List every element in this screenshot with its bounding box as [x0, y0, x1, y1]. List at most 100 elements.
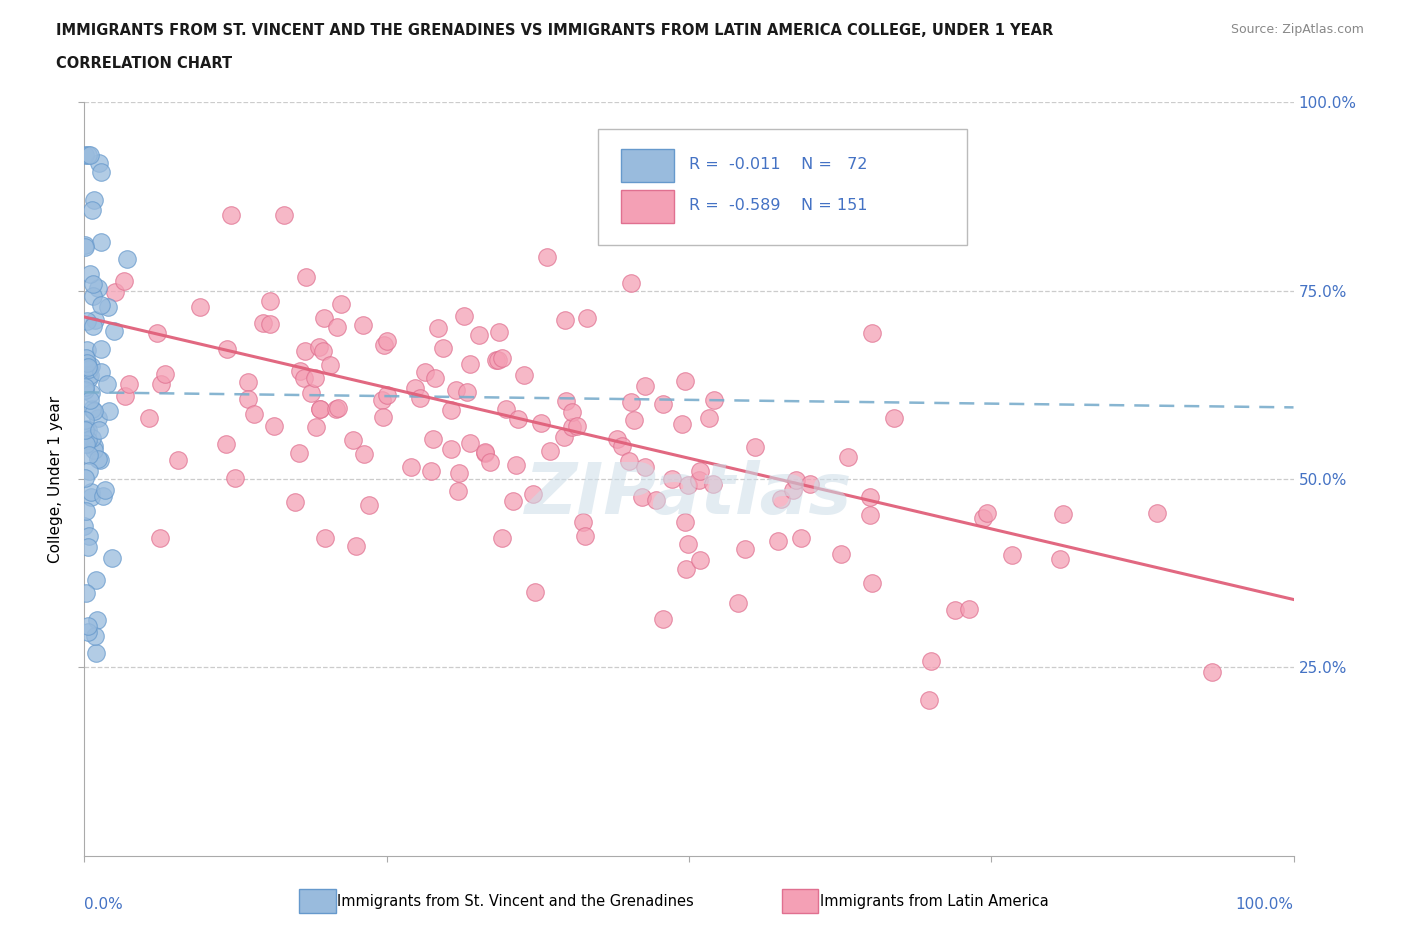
Point — [883, 411, 905, 426]
Point — [623, 413, 645, 428]
Point — [1052, 506, 1074, 521]
Point — [75, 148, 97, 163]
Point — [82, 318, 104, 333]
Point — [77, 528, 100, 543]
Point — [371, 409, 394, 424]
Point — [530, 416, 553, 431]
Point — [673, 373, 696, 388]
Point — [495, 401, 517, 416]
Point — [82, 277, 104, 292]
Point — [311, 343, 333, 358]
Point — [83, 439, 105, 454]
Y-axis label: College, Under 1 year: College, Under 1 year — [48, 395, 63, 563]
Point — [75, 437, 97, 452]
Point — [118, 377, 141, 392]
Point — [1146, 506, 1168, 521]
Point — [114, 273, 136, 288]
Point — [150, 377, 173, 392]
Point — [288, 445, 311, 460]
Point — [571, 514, 593, 529]
Point — [308, 402, 330, 417]
Point — [619, 394, 641, 409]
Point — [259, 316, 281, 331]
Point — [73, 518, 96, 533]
Point — [75, 382, 97, 397]
Point — [80, 203, 103, 218]
Point — [479, 455, 502, 470]
Point — [976, 506, 998, 521]
Point — [502, 494, 524, 509]
Point — [90, 341, 112, 356]
Point — [631, 490, 654, 505]
Point — [295, 270, 318, 285]
Point — [73, 240, 96, 255]
Point — [634, 459, 657, 474]
Point — [79, 148, 101, 163]
Point — [87, 422, 110, 437]
Point — [330, 296, 353, 311]
Point — [561, 405, 583, 419]
Point — [76, 421, 98, 436]
Point — [87, 451, 110, 466]
Point — [80, 402, 103, 417]
Point — [799, 476, 821, 491]
Point — [75, 585, 97, 600]
Point — [652, 397, 675, 412]
Point — [114, 389, 136, 404]
Point — [606, 432, 628, 447]
Point — [304, 371, 326, 386]
Point — [673, 515, 696, 530]
Point — [294, 343, 316, 358]
Point — [290, 364, 312, 379]
Point — [115, 252, 138, 267]
FancyBboxPatch shape — [621, 149, 675, 182]
Point — [957, 601, 980, 616]
Point — [104, 284, 127, 299]
Point — [1001, 548, 1024, 563]
Point — [87, 410, 110, 425]
Point — [474, 445, 496, 460]
Point — [80, 359, 103, 374]
Point — [84, 629, 107, 644]
Point — [325, 402, 347, 417]
Point — [485, 352, 508, 367]
Point — [522, 486, 544, 501]
Point — [314, 311, 336, 325]
Text: R =  -0.011    N =   72: R = -0.011 N = 72 — [689, 157, 868, 172]
Point — [447, 484, 470, 498]
Point — [342, 432, 364, 447]
Point — [446, 382, 468, 397]
Point — [554, 393, 576, 408]
Point — [75, 504, 97, 519]
Text: ZIPatlas: ZIPatlas — [526, 459, 852, 528]
Point — [224, 471, 246, 485]
Point — [76, 618, 98, 633]
Point — [76, 313, 98, 328]
Point — [94, 483, 117, 498]
Point — [263, 418, 285, 433]
Point — [188, 299, 211, 314]
Point — [425, 370, 447, 385]
Point — [661, 472, 683, 487]
Point — [676, 537, 699, 551]
Point — [860, 576, 883, 591]
Point — [689, 463, 711, 478]
Point — [675, 562, 697, 577]
Point — [689, 552, 711, 567]
Point — [236, 392, 259, 406]
Point — [80, 485, 103, 499]
Point — [782, 483, 804, 498]
Point — [373, 338, 395, 352]
Point — [920, 654, 942, 669]
Point — [837, 449, 859, 464]
Point — [399, 459, 422, 474]
Point — [370, 392, 392, 407]
Point — [96, 377, 118, 392]
Point — [554, 312, 576, 327]
Point — [491, 351, 513, 365]
Point — [453, 309, 475, 324]
Point — [299, 386, 322, 401]
Point — [859, 489, 882, 504]
Point — [456, 384, 478, 399]
Point — [426, 321, 449, 336]
